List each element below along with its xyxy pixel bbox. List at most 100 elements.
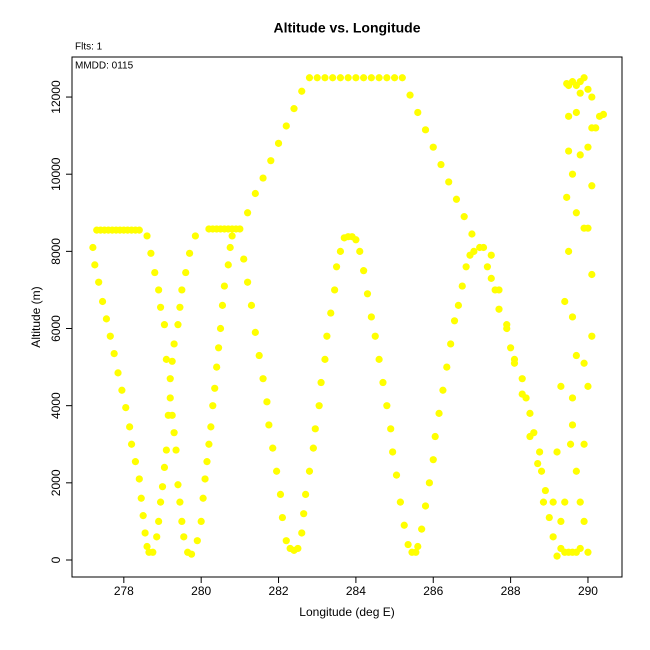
data-point xyxy=(153,533,161,541)
data-point xyxy=(352,74,360,82)
data-point xyxy=(158,483,167,491)
data-point xyxy=(572,351,580,360)
y-tick-label: 0 xyxy=(49,556,63,563)
data-point xyxy=(572,467,580,475)
data-point xyxy=(203,458,211,466)
data-point xyxy=(327,309,335,317)
data-point xyxy=(447,340,455,348)
data-point xyxy=(565,247,573,255)
data-point xyxy=(193,537,201,545)
data-point xyxy=(178,286,186,294)
data-point xyxy=(588,182,596,190)
data-point xyxy=(216,324,225,333)
data-point xyxy=(592,124,600,132)
data-point xyxy=(584,85,592,93)
data-point xyxy=(383,74,391,82)
data-point xyxy=(576,89,584,97)
data-point xyxy=(584,382,592,390)
data-point xyxy=(170,340,178,348)
data-point xyxy=(541,486,550,495)
data-point xyxy=(526,409,534,417)
data-point xyxy=(576,498,584,506)
data-point xyxy=(487,251,495,259)
data-point xyxy=(191,232,199,240)
data-point xyxy=(321,355,329,363)
y-tick-label: 2000 xyxy=(49,469,63,496)
data-point xyxy=(507,344,515,352)
data-point xyxy=(360,267,368,275)
data-point xyxy=(228,232,236,240)
data-point xyxy=(470,247,478,255)
data-point xyxy=(553,552,561,560)
data-point xyxy=(251,328,259,336)
data-point xyxy=(207,423,215,431)
data-point xyxy=(398,74,406,82)
data-point xyxy=(387,425,395,433)
data-point xyxy=(580,517,588,526)
data-point xyxy=(565,147,573,155)
data-point xyxy=(131,458,140,466)
data-point xyxy=(584,224,592,232)
data-point xyxy=(95,278,103,286)
data-point xyxy=(317,378,325,387)
data-point xyxy=(518,375,526,383)
x-tick-label: 278 xyxy=(114,584,134,598)
data-point xyxy=(563,193,571,201)
data-point xyxy=(265,421,273,429)
data-point xyxy=(599,110,608,119)
data-point xyxy=(224,261,232,269)
data-point xyxy=(323,332,331,340)
data-point xyxy=(389,448,397,456)
data-point xyxy=(536,448,544,456)
data-point xyxy=(267,157,275,165)
data-point xyxy=(313,74,321,82)
data-point xyxy=(414,542,422,551)
data-point xyxy=(483,263,492,271)
data-point xyxy=(566,440,575,448)
y-tick-label: 6000 xyxy=(49,315,63,342)
data-point xyxy=(91,261,99,269)
data-point xyxy=(305,467,314,475)
data-point xyxy=(545,513,553,522)
data-point xyxy=(155,517,163,526)
data-point xyxy=(220,282,228,290)
data-point xyxy=(305,74,314,82)
x-tick-label: 282 xyxy=(269,584,289,598)
data-point xyxy=(218,301,227,309)
data-point xyxy=(168,357,176,365)
data-point xyxy=(185,249,194,257)
data-point xyxy=(259,375,267,383)
data-point xyxy=(510,355,519,363)
data-point xyxy=(118,386,126,394)
data-point xyxy=(143,542,151,551)
data-point xyxy=(321,74,329,82)
data-point xyxy=(135,226,143,234)
data-point xyxy=(98,297,107,306)
data-point xyxy=(139,512,147,520)
data-point xyxy=(435,409,443,417)
data-point xyxy=(273,467,281,475)
data-point xyxy=(298,87,306,95)
data-point xyxy=(149,548,157,556)
data-point xyxy=(226,243,234,252)
data-point xyxy=(400,521,408,529)
data-point xyxy=(503,321,511,329)
data-point xyxy=(568,313,577,321)
data-point xyxy=(537,467,546,475)
data-point xyxy=(151,268,159,277)
data-point xyxy=(311,425,319,433)
data-point xyxy=(160,321,169,329)
data-point xyxy=(170,429,178,437)
x-tick-label: 280 xyxy=(191,584,211,598)
data-point xyxy=(371,332,379,340)
data-point xyxy=(518,390,526,398)
data-point xyxy=(240,255,248,263)
data-point xyxy=(102,315,111,323)
y-tick-label: 8000 xyxy=(49,238,63,265)
data-point xyxy=(539,498,548,506)
data-point xyxy=(180,533,188,541)
data-point xyxy=(176,498,184,506)
data-point xyxy=(421,126,430,134)
data-point xyxy=(588,270,596,279)
